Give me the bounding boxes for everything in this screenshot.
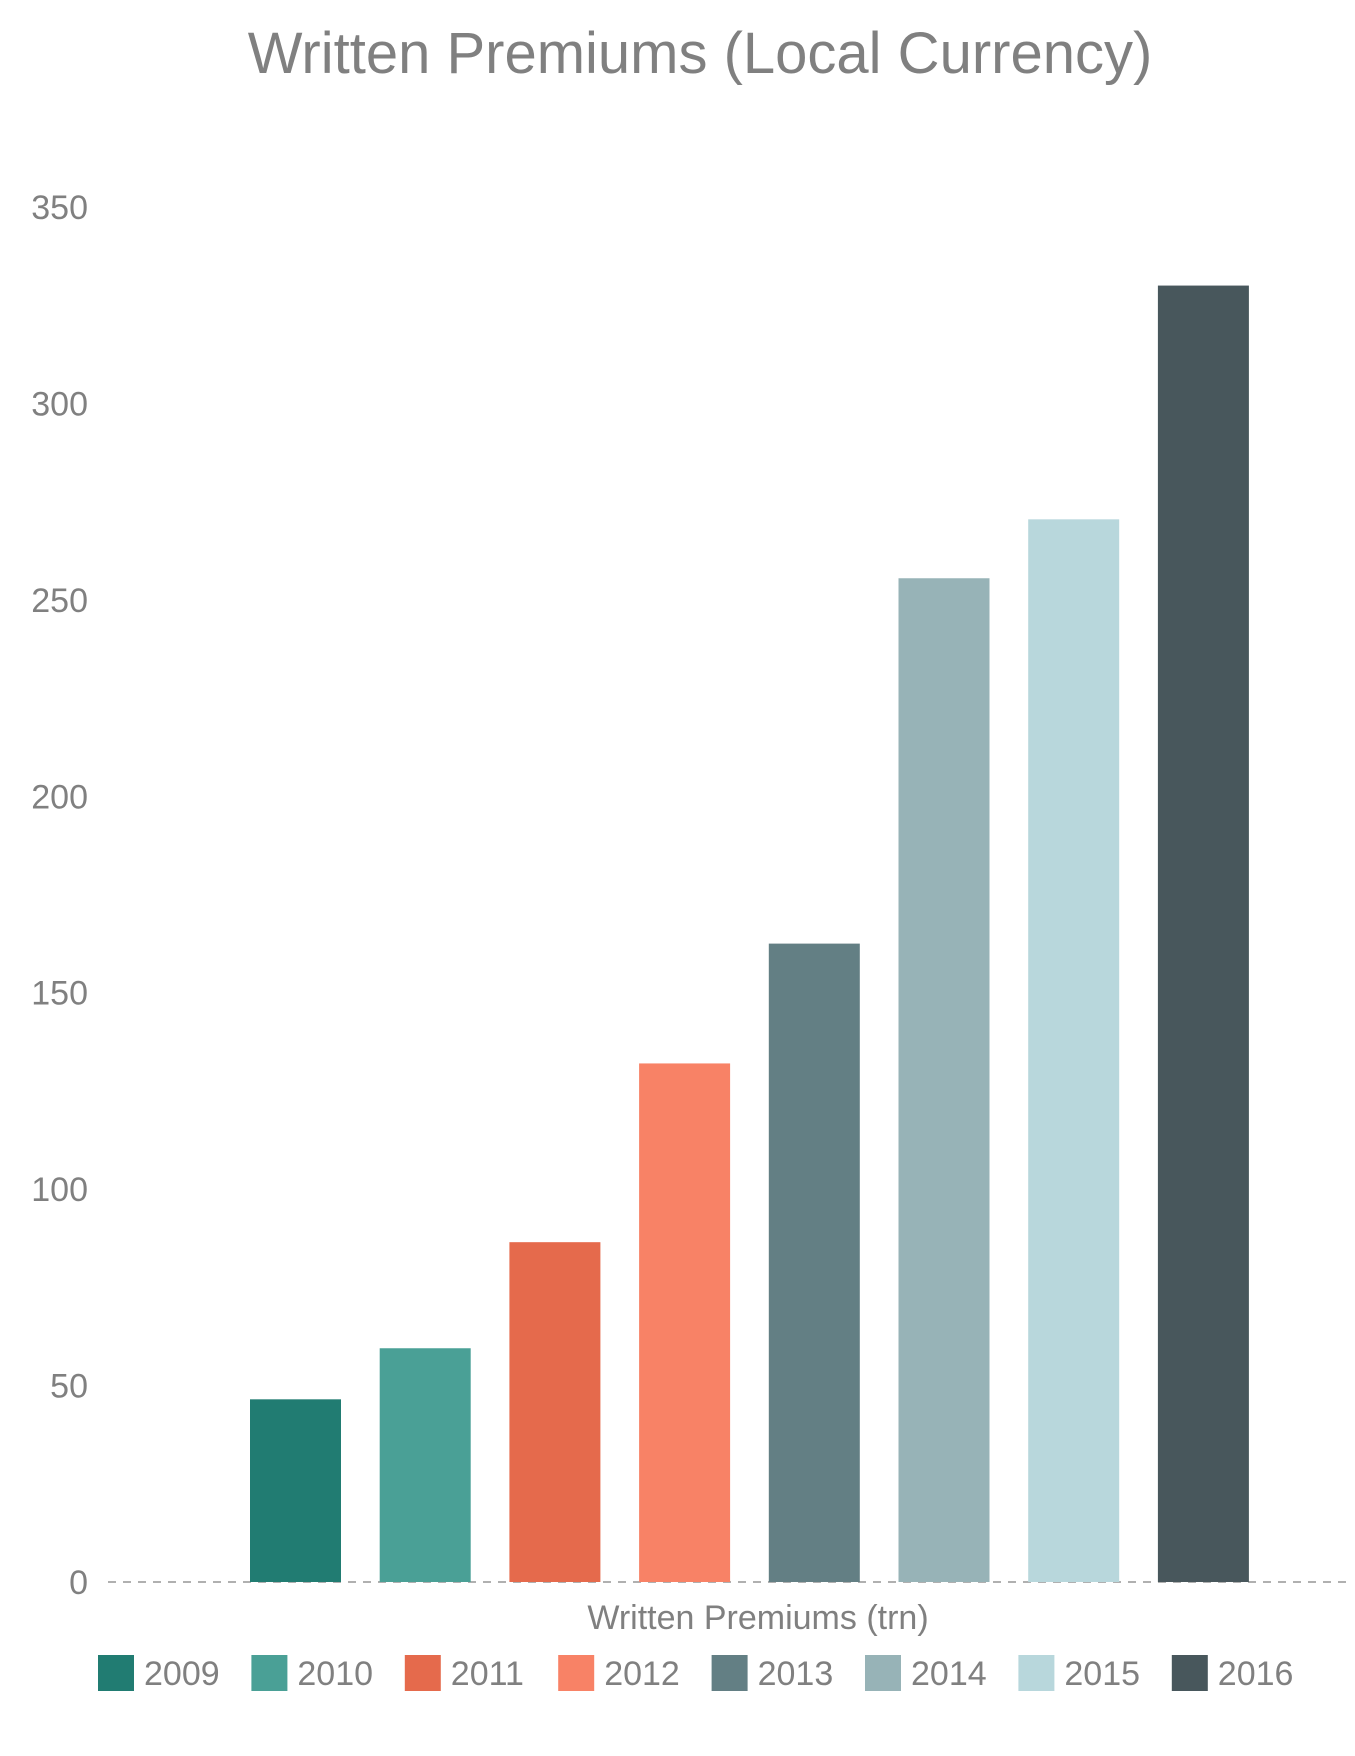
legend-swatch-2010 bbox=[251, 1655, 288, 1691]
y-axis: 0 50 100 150 200 250 300 350 bbox=[31, 189, 88, 1602]
y-tick-label: 100 bbox=[31, 1171, 88, 1209]
legend-label-2012: 2012 bbox=[604, 1655, 680, 1693]
legend-swatch-2011 bbox=[404, 1655, 441, 1691]
bar-2013 bbox=[768, 943, 860, 1582]
legend-label-2015: 2015 bbox=[1064, 1655, 1140, 1693]
bar-2010 bbox=[379, 1348, 471, 1582]
bar-2016 bbox=[1157, 285, 1249, 1583]
y-tick-label: 50 bbox=[50, 1368, 88, 1406]
legend: 2009 2010 2011 2012 2013 2014 2015 2016 bbox=[98, 1655, 1293, 1693]
bar-2011 bbox=[509, 1242, 601, 1582]
y-tick-label: 200 bbox=[31, 778, 88, 816]
legend-swatch-2013 bbox=[711, 1655, 748, 1691]
legend-label-2013: 2013 bbox=[758, 1655, 834, 1693]
bars bbox=[250, 285, 1249, 1583]
bar-2009 bbox=[250, 1399, 341, 1582]
bar-2015 bbox=[1028, 519, 1120, 1582]
legend-label-2014: 2014 bbox=[911, 1655, 987, 1693]
y-tick-label: 250 bbox=[31, 582, 88, 620]
y-tick-label: 350 bbox=[31, 189, 88, 227]
legend-label-2009: 2009 bbox=[144, 1655, 220, 1693]
legend-label-2010: 2010 bbox=[297, 1655, 373, 1693]
y-tick-label: 0 bbox=[69, 1564, 88, 1602]
y-tick-label: 150 bbox=[31, 975, 88, 1013]
legend-swatch-2014 bbox=[865, 1655, 901, 1691]
bar-2012 bbox=[639, 1063, 731, 1582]
legend-swatch-2015 bbox=[1018, 1655, 1055, 1691]
legend-swatch-2009 bbox=[98, 1655, 134, 1691]
legend-label-2011: 2011 bbox=[451, 1655, 524, 1693]
bar-2014 bbox=[898, 578, 990, 1582]
x-axis-label: Written Premiums (trn) bbox=[587, 1599, 928, 1637]
legend-label-2016: 2016 bbox=[1218, 1655, 1294, 1693]
y-tick-label: 300 bbox=[31, 385, 88, 423]
chart-title: Written Premiums (Local Currency) bbox=[248, 21, 1153, 86]
legend-swatch-2016 bbox=[1171, 1655, 1208, 1691]
legend-swatch-2012 bbox=[558, 1655, 595, 1691]
